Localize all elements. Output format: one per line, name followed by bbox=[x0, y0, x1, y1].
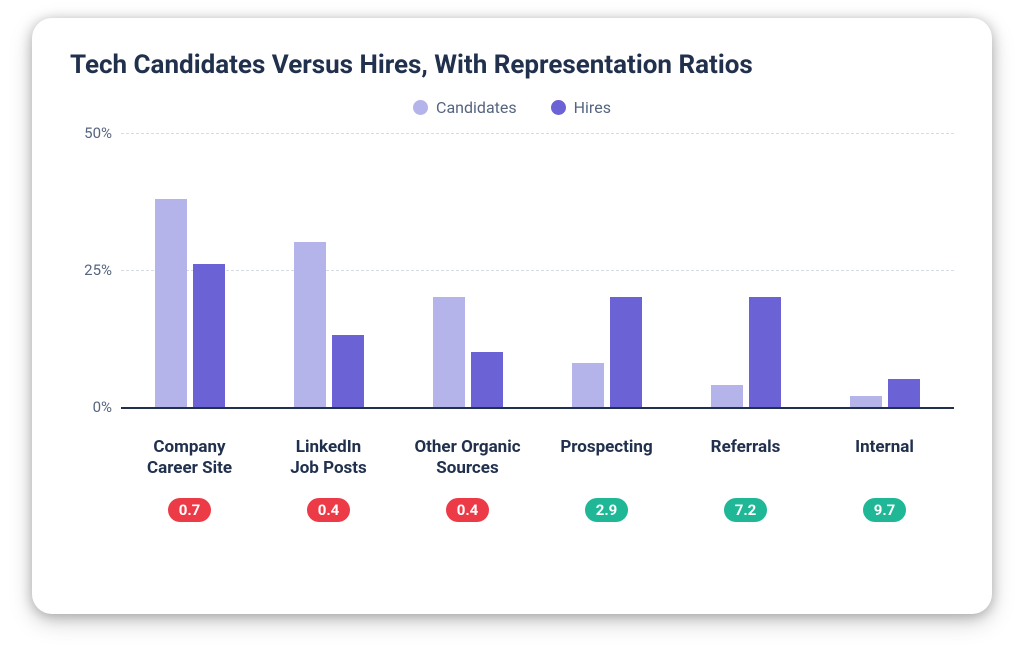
x-axis: Company Career Site LinkedIn Job Posts O… bbox=[120, 437, 954, 480]
bar-hires-3 bbox=[610, 297, 642, 406]
x-label-2: Other Organic Sources bbox=[398, 437, 537, 480]
ratio-cell-2: 0.4 bbox=[398, 498, 537, 522]
legend-label-candidates: Candidates bbox=[436, 98, 517, 117]
bar-hires-2 bbox=[471, 352, 503, 407]
bar-candidates-0 bbox=[155, 199, 187, 407]
bar-hires-0 bbox=[193, 264, 225, 406]
bar-group-2 bbox=[399, 133, 538, 407]
ratio-cell-3: 2.9 bbox=[537, 498, 676, 522]
ratio-pill-0: 0.7 bbox=[168, 498, 212, 522]
legend: Candidates Hires bbox=[70, 98, 954, 117]
y-tick-25: 25% bbox=[84, 261, 112, 279]
bar-candidates-2 bbox=[433, 297, 465, 406]
legend-swatch-candidates bbox=[413, 100, 428, 115]
ratio-pill-3: 2.9 bbox=[585, 498, 629, 522]
baseline-0 bbox=[121, 407, 954, 409]
plot bbox=[120, 133, 954, 423]
ratio-cell-0: 0.7 bbox=[120, 498, 259, 522]
legend-item-hires: Hires bbox=[551, 98, 611, 117]
ratio-cell-4: 7.2 bbox=[676, 498, 815, 522]
bar-hires-5 bbox=[888, 379, 920, 406]
y-tick-0: 0% bbox=[93, 398, 112, 416]
bar-candidates-3 bbox=[572, 363, 604, 407]
bar-group-4 bbox=[676, 133, 815, 407]
ratio-pill-2: 0.4 bbox=[446, 498, 490, 522]
bar-hires-1 bbox=[332, 335, 364, 406]
bar-group-3 bbox=[537, 133, 676, 407]
ratio-row: 0.7 0.4 0.4 2.9 7.2 9.7 bbox=[120, 498, 954, 522]
legend-swatch-hires bbox=[551, 100, 566, 115]
x-label-1: LinkedIn Job Posts bbox=[259, 437, 398, 480]
bar-hires-4 bbox=[749, 297, 781, 406]
bar-group-1 bbox=[260, 133, 399, 407]
bar-group-0 bbox=[121, 133, 260, 407]
x-label-4: Referrals bbox=[676, 437, 815, 480]
bar-candidates-5 bbox=[850, 396, 882, 407]
x-label-3: Prospecting bbox=[537, 437, 676, 480]
y-axis: 50% 25% 0% bbox=[70, 133, 120, 423]
plot-area: 50% 25% 0% bbox=[70, 133, 954, 423]
ratio-pill-4: 7.2 bbox=[724, 498, 768, 522]
legend-label-hires: Hires bbox=[574, 98, 611, 117]
ratio-pill-5: 9.7 bbox=[863, 498, 907, 522]
x-label-0: Company Career Site bbox=[120, 437, 259, 480]
chart-card: Tech Candidates Versus Hires, With Repre… bbox=[32, 18, 992, 614]
bar-candidates-1 bbox=[294, 242, 326, 406]
x-label-5: Internal bbox=[815, 437, 954, 480]
y-tick-50: 50% bbox=[84, 124, 112, 142]
legend-item-candidates: Candidates bbox=[413, 98, 517, 117]
chart-title: Tech Candidates Versus Hires, With Repre… bbox=[70, 50, 954, 80]
bar-group-5 bbox=[815, 133, 954, 407]
ratio-cell-1: 0.4 bbox=[259, 498, 398, 522]
ratio-cell-5: 9.7 bbox=[815, 498, 954, 522]
bar-candidates-4 bbox=[711, 385, 743, 407]
bars-layer bbox=[121, 133, 954, 407]
ratio-pill-1: 0.4 bbox=[307, 498, 351, 522]
